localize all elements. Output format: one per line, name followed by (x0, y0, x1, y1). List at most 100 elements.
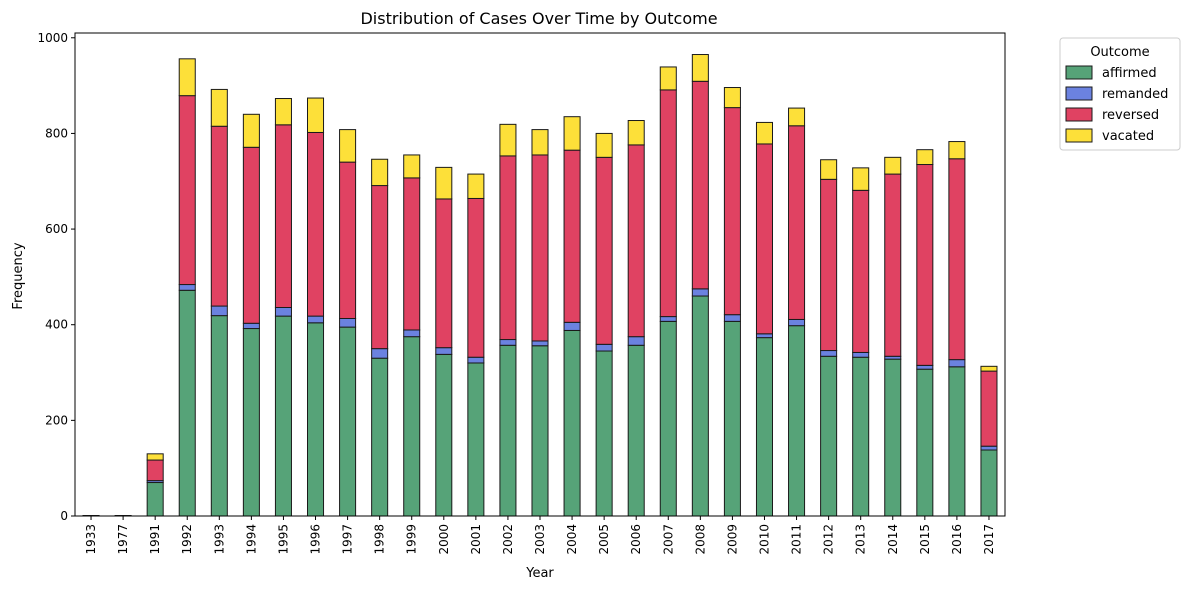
bar-segment-vacated (211, 89, 227, 126)
x-tick-label: 2016 (950, 524, 964, 555)
bar-segment-vacated (660, 67, 676, 90)
bar-segment-remanded (436, 348, 452, 355)
bar-segment-remanded (340, 318, 356, 327)
bar-segment-vacated (853, 168, 869, 190)
bar-segment-reversed (692, 81, 708, 289)
bar-segment-vacated (500, 124, 516, 156)
bar-segment-remanded (468, 357, 484, 363)
x-tick-label: 2009 (725, 524, 739, 555)
bar-segment-reversed (308, 132, 324, 316)
bar-segment-reversed (596, 157, 612, 344)
bar-segment-vacated (949, 142, 965, 159)
bar-segment-vacated (308, 98, 324, 132)
bar-segment-reversed (853, 190, 869, 352)
bar-segment-remanded (949, 360, 965, 367)
bar-segment-remanded (564, 322, 580, 330)
legend-swatch-reversed (1066, 108, 1092, 121)
y-tick-label: 600 (45, 222, 68, 236)
y-tick-label: 200 (45, 413, 68, 427)
bar-segment-affirmed (628, 345, 644, 516)
bar-segment-remanded (821, 351, 837, 357)
bar-segment-reversed (179, 96, 195, 285)
x-tick-label: 1995 (276, 524, 290, 555)
bar-segment-reversed (756, 144, 772, 334)
x-tick-label: 2003 (533, 524, 547, 555)
bar-segment-affirmed (981, 450, 997, 516)
bar-segment-reversed (628, 145, 644, 337)
bar-segment-affirmed (821, 356, 837, 516)
bar-segment-vacated (275, 99, 291, 125)
bar-segment-remanded (532, 341, 548, 346)
x-tick-label: 1977 (116, 524, 130, 555)
x-tick-label: 2007 (661, 524, 675, 555)
bar-segment-vacated (789, 108, 805, 126)
legend-label-vacated: vacated (1102, 129, 1154, 144)
bar-segment-remanded (789, 319, 805, 325)
bar-segment-affirmed (564, 330, 580, 516)
bar-segment-reversed (885, 174, 901, 356)
bar-segment-affirmed (756, 338, 772, 516)
x-tick-label: 2002 (501, 524, 515, 555)
bar-segment-vacated (917, 150, 933, 165)
bar-segment-remanded (917, 365, 933, 369)
bar-segment-vacated (532, 130, 548, 155)
bar-segment-reversed (949, 159, 965, 360)
bar-segment-remanded (628, 337, 644, 346)
bar-segment-remanded (179, 285, 195, 291)
x-tick-label: 2014 (886, 524, 900, 555)
bar-segment-affirmed (275, 316, 291, 516)
bar-segment-reversed (917, 165, 933, 366)
bar-segment-vacated (340, 130, 356, 163)
y-axis-label: Frequency (11, 242, 26, 309)
bar-segment-affirmed (243, 329, 259, 516)
bar-segment-reversed (404, 178, 420, 330)
bar-segment-vacated (372, 159, 388, 185)
bar-segment-affirmed (532, 346, 548, 516)
bar-segment-affirmed (789, 326, 805, 516)
bar-segment-affirmed (885, 359, 901, 516)
bar-segment-affirmed (308, 323, 324, 516)
x-tick-label: 2017 (982, 524, 996, 555)
legend-title: Outcome (1090, 45, 1149, 60)
legend-swatch-remanded (1066, 87, 1092, 100)
bar-segment-affirmed (660, 321, 676, 516)
bar-segment-remanded (275, 307, 291, 316)
x-tick-label: 2001 (469, 524, 483, 555)
x-tick-label: 1999 (405, 524, 419, 555)
bar-segment-reversed (532, 155, 548, 341)
bar-segment-vacated (724, 88, 740, 108)
x-tick-label: 1991 (148, 524, 162, 555)
x-tick-label: 1993 (212, 524, 226, 555)
bar-segment-reversed (147, 460, 163, 481)
bar-segment-remanded (724, 315, 740, 322)
y-tick-label: 800 (45, 126, 68, 140)
bar-segment-reversed (468, 198, 484, 357)
x-tick-label: 2010 (757, 524, 771, 555)
bar-segment-vacated (981, 366, 997, 371)
x-tick-label: 2015 (918, 524, 932, 555)
bar-segment-affirmed (724, 321, 740, 516)
bar-segment-affirmed (211, 316, 227, 516)
bar-segment-remanded (211, 306, 227, 316)
bar-segment-reversed (243, 147, 259, 323)
x-tick-label: 2011 (790, 524, 804, 555)
x-tick-label: 1994 (244, 524, 258, 555)
x-tick-label: 2000 (437, 524, 451, 555)
x-tick-label: 1933 (84, 524, 98, 555)
bar-segment-reversed (724, 108, 740, 315)
bar-segment-reversed (660, 90, 676, 317)
bar-segment-vacated (243, 114, 259, 147)
bar-segment-reversed (821, 179, 837, 350)
bar-segment-remanded (692, 289, 708, 296)
x-tick-label: 2006 (629, 524, 643, 555)
bar-segment-reversed (564, 150, 580, 322)
bar-segment-affirmed (372, 358, 388, 516)
bar-segment-affirmed (147, 483, 163, 516)
chart-title: Distribution of Cases Over Time by Outco… (360, 9, 717, 28)
y-tick-label: 1000 (37, 31, 68, 45)
bar-segment-affirmed (917, 369, 933, 516)
